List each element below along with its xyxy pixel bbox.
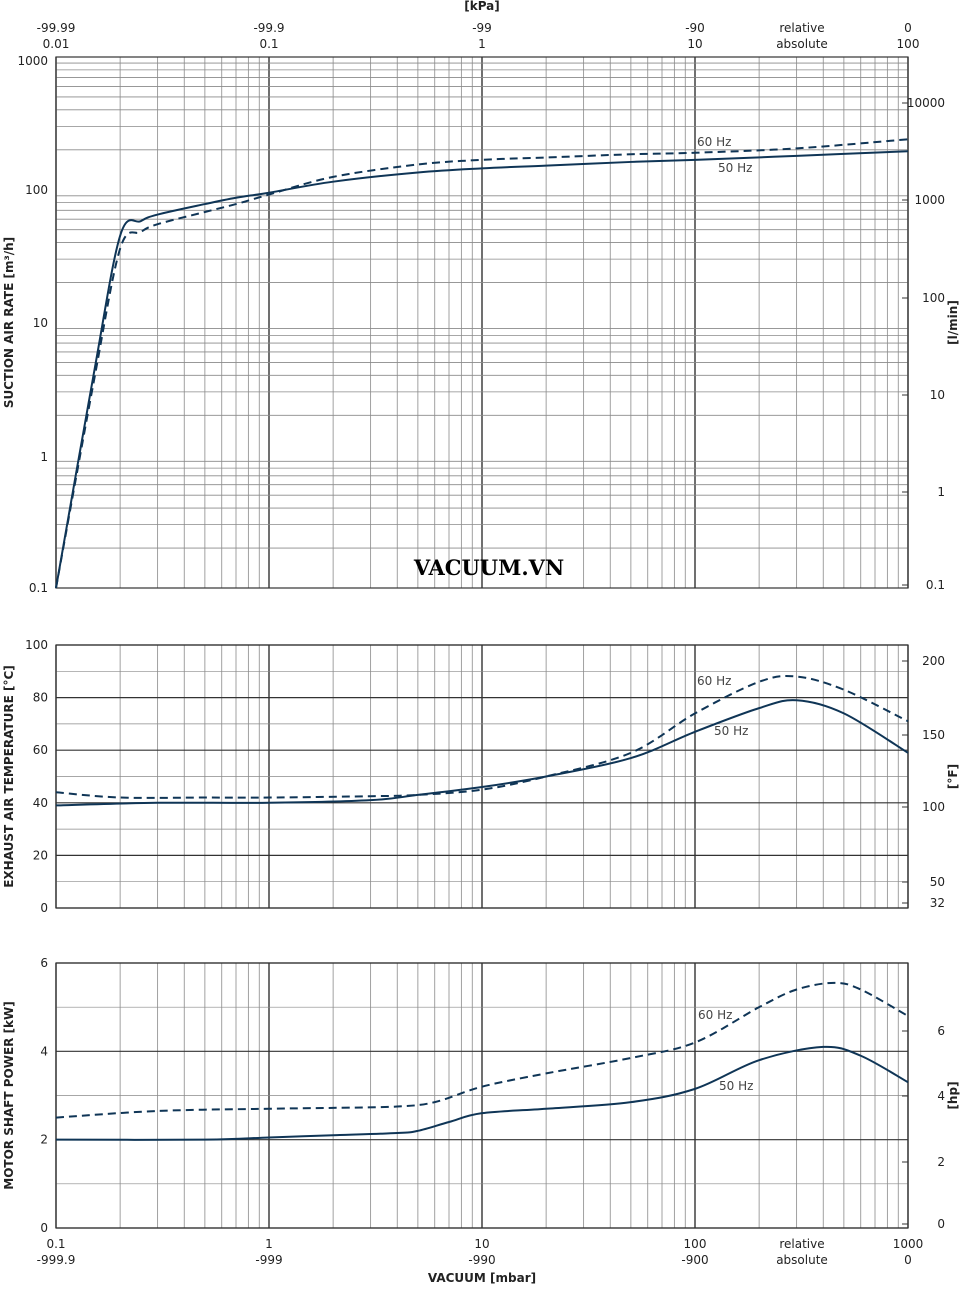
y2-tick-label: 100	[922, 800, 945, 814]
series-label: 50 Hz	[719, 1079, 753, 1093]
top-tick-absolute: 1	[478, 37, 486, 51]
series-label: 60 Hz	[697, 674, 731, 688]
top-tick-relative: -90	[685, 21, 705, 35]
top-tick-relative: -99	[472, 21, 492, 35]
y-tick-label: 100	[25, 638, 48, 652]
top-relative-label: relative	[779, 21, 824, 35]
bottom-tick-relative: -999	[255, 1253, 282, 1267]
watermark-text: VACUUM.VN	[413, 555, 564, 580]
top-absolute-label: absolute	[776, 37, 828, 51]
top-axis-title: [kPa]	[464, 0, 500, 13]
series-label: 60 Hz	[697, 135, 731, 149]
series-line-50-hz	[55, 150, 909, 589]
y-axis-title: EXHAUST AIR TEMPERATURE [°C]	[2, 665, 16, 888]
top-tick-absolute: 10	[687, 37, 702, 51]
y-tick-label: 0	[40, 901, 48, 915]
y-tick-label: 0.1	[29, 581, 48, 595]
y-tick-label: 6	[40, 956, 48, 970]
top-tick-relative: 0	[904, 21, 912, 35]
top-tick-relative: -99.9	[253, 21, 284, 35]
y2-tick-label: 200	[922, 654, 945, 668]
bottom-tick-absolute: 1000	[893, 1237, 924, 1251]
chart-panel-1: 0.1 1 10 100 1000 0.1 1 10 100 1000 10000 SUCTION A…	[2, 54, 960, 595]
y-tick-label: 10	[33, 316, 48, 330]
top-tick-absolute: 0.01	[43, 37, 70, 51]
y2-axis-title: [hp]	[946, 1081, 960, 1109]
y2-axis-title: [l/min]	[946, 300, 960, 345]
series-line-60-hz	[55, 138, 909, 589]
y-tick-label: 20	[33, 848, 48, 862]
bottom-relative-label: relative	[779, 1237, 824, 1251]
top-tick-absolute: 100	[897, 37, 920, 51]
y2-tick-label: 1000	[914, 193, 945, 207]
plot-frame	[55, 644, 909, 909]
series-label: 50 Hz	[714, 724, 748, 738]
bottom-axis: 0.1 -999.9 1 -999 10 -990 100 -900 1000 0 relative…	[37, 1237, 924, 1285]
y2-tick-label: 10	[930, 388, 945, 402]
bottom-tick-relative: -900	[681, 1253, 708, 1267]
y-axis-title: MOTOR SHAFT POWER [kW]	[2, 1001, 16, 1190]
y2-tick-label: 4	[937, 1089, 945, 1103]
y-axis-title: SUCTION AIR RATE [m³/h]	[2, 237, 16, 408]
top-axis: [kPa]-99.990.01-99.90.1-991-90100100rela…	[37, 0, 920, 51]
y2-tick-label: 0.1	[926, 578, 945, 592]
y2-tick-label: 32	[930, 896, 945, 910]
plot-frame	[55, 56, 909, 589]
bottom-tick-relative: -999.9	[37, 1253, 76, 1267]
series-line-50-hz	[55, 699, 909, 807]
bottom-tick-relative: 0	[904, 1253, 912, 1267]
y-tick-label: 40	[33, 796, 48, 810]
y2-tick-label: 50	[930, 875, 945, 889]
series-label: 60 Hz	[698, 1008, 732, 1022]
x-axis-title: VACUUM [mbar]	[428, 1271, 536, 1285]
y2-tick-label: 150	[922, 728, 945, 742]
top-tick-relative: -99.99	[37, 21, 76, 35]
y2-tick-label: 1	[937, 485, 945, 499]
y2-tick-label: 100	[922, 291, 945, 305]
series-line-50-hz	[55, 1045, 909, 1141]
series-label: 50 Hz	[718, 161, 752, 175]
bottom-tick-absolute: 0.1	[46, 1237, 65, 1251]
y-tick-label: 4	[40, 1044, 48, 1058]
y-tick-label: 60	[33, 743, 48, 757]
y2-axis-title: [°F]	[946, 764, 960, 789]
series-line-60-hz	[55, 981, 909, 1119]
chart-panel-2: 0 20 40 60 80 100 32 50 100 150 200 EXHAUST AIR TEM…	[2, 638, 960, 915]
bottom-tick-relative: -990	[468, 1253, 495, 1267]
y2-tick-label: 10000	[907, 96, 945, 110]
series-line-60-hz	[55, 674, 909, 799]
bottom-tick-absolute: 1	[265, 1237, 273, 1251]
y-tick-label: 1000	[17, 54, 48, 68]
y-tick-label: 100	[25, 183, 48, 197]
top-tick-absolute: 0.1	[259, 37, 278, 51]
bottom-tick-absolute: 100	[684, 1237, 707, 1251]
y-tick-label: 2	[40, 1133, 48, 1147]
y-tick-label: 0	[40, 1221, 48, 1235]
y2-tick-label: 0	[937, 1217, 945, 1231]
y2-tick-label: 6	[937, 1024, 945, 1038]
chart-panel-3: 0 2 4 6 0 2 4 6 MOTOR SHAFT POWER [kW] [hp] 50 Hz 6…	[2, 956, 960, 1235]
y2-tick-label: 2	[937, 1155, 945, 1169]
y-tick-label: 80	[33, 691, 48, 705]
bottom-absolute-label: absolute	[776, 1253, 828, 1267]
bottom-tick-absolute: 10	[474, 1237, 489, 1251]
y-tick-label: 1	[40, 450, 48, 464]
